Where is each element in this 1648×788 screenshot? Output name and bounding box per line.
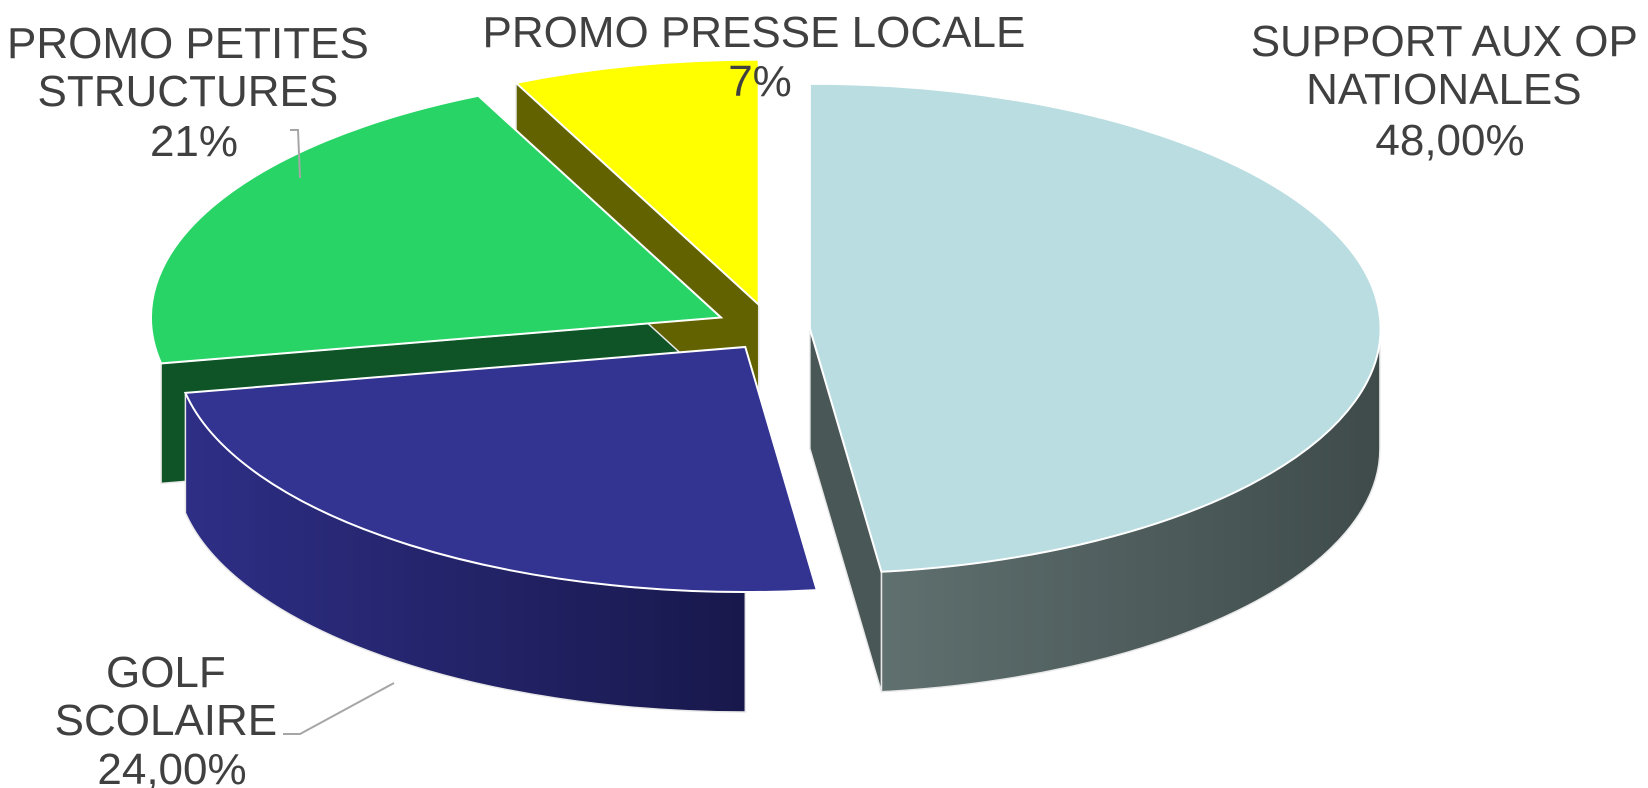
label-support-value: 48,00% — [1375, 116, 1524, 165]
label-presse-value: 7% — [728, 57, 792, 106]
slice-top-petites — [150, 94, 724, 365]
label-golf: GOLF SCOLAIRE 24,00% — [55, 648, 290, 788]
label-presse-line-1: PROMO PRESSE LOCALE — [482, 8, 1025, 57]
slice-top-golf — [183, 345, 819, 594]
label-petites: PROMO PETITES STRUCTURES 21% — [7, 19, 381, 166]
label-petites-line-2: STRUCTURES — [38, 67, 339, 116]
label-petites-value: 21% — [150, 117, 238, 166]
leader-line-petites — [290, 129, 301, 179]
label-golf-line-1: GOLF — [106, 648, 226, 697]
label-support-line-1: SUPPORT AUX OP — [1251, 17, 1637, 66]
label-support-line-2: NATIONALES — [1306, 65, 1581, 114]
label-golf-line-2: SCOLAIRE — [55, 696, 278, 745]
label-presse: PROMO PRESSE LOCALE 7% — [482, 8, 1037, 106]
slice-top-presse — [513, 58, 760, 307]
label-support: SUPPORT AUX OP NATIONALES 48,00% — [1251, 17, 1648, 165]
slice-top-support — [808, 82, 1382, 573]
label-petites-line-1: PROMO PETITES — [7, 19, 369, 68]
label-golf-value: 24,00% — [97, 745, 246, 788]
leader-line-golf — [283, 682, 395, 735]
